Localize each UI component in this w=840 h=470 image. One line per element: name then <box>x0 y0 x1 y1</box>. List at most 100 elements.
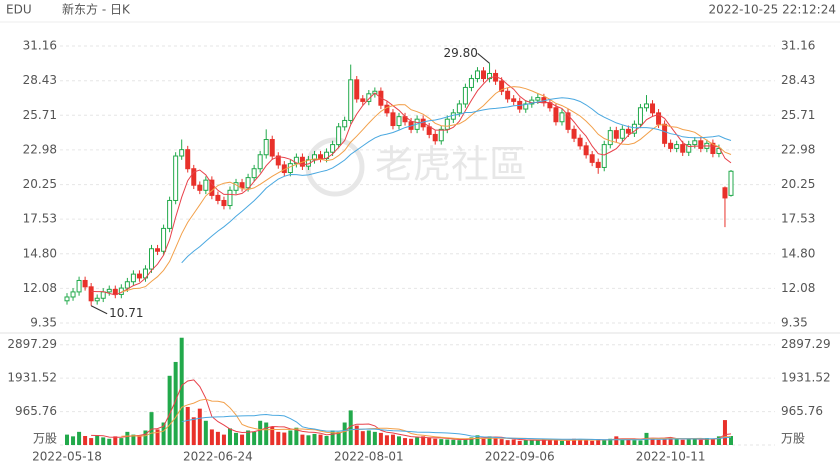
watermark: 老虎社區 <box>305 137 527 197</box>
candle-body <box>191 168 197 186</box>
moving-average <box>91 75 732 296</box>
volume-bar <box>662 438 667 445</box>
annotation-leader <box>477 52 490 64</box>
volume-bar <box>680 439 685 445</box>
candle-body <box>535 97 541 101</box>
volume-bar <box>729 436 733 445</box>
candle-body <box>643 103 649 109</box>
volume-bar <box>360 431 365 445</box>
volume-bar <box>372 431 377 445</box>
volume-bar <box>481 438 486 445</box>
volume-bar <box>475 435 480 445</box>
volume-bar <box>722 420 727 445</box>
volume-bar <box>439 439 444 445</box>
candle-body <box>656 112 662 125</box>
volume-bar <box>584 440 589 445</box>
y-tick-label-right: 12.08 <box>781 281 815 295</box>
volume-bar <box>89 438 94 445</box>
volume-bar <box>137 436 142 445</box>
candle-body <box>221 199 227 207</box>
candle-body <box>215 194 221 201</box>
volume-bar <box>686 439 691 445</box>
candle-body <box>523 103 529 110</box>
volume-bar <box>240 434 245 445</box>
candle-body <box>662 123 668 144</box>
candle-body <box>601 144 607 168</box>
candle-body <box>698 140 704 149</box>
candle-body <box>94 297 100 302</box>
candle-body <box>571 128 577 139</box>
y-tick-label-right: 25.71 <box>781 108 815 122</box>
y-tick-label-right: 17.53 <box>781 212 815 226</box>
candle-body <box>293 156 299 165</box>
candle-body <box>384 104 390 114</box>
volume-bar <box>65 434 69 445</box>
y-tick-label: 12.08 <box>23 281 57 295</box>
y-tick-label-right: 9.35 <box>781 316 808 330</box>
y2-tick-label-right: 万股 <box>781 432 805 446</box>
volume-bar <box>246 430 251 445</box>
candle-body <box>88 286 94 302</box>
annotation-label: 29.80 <box>444 46 478 60</box>
volume-bar <box>704 438 709 445</box>
y2-tick-label-right: 2897.29 <box>781 337 831 351</box>
volume-bar <box>692 438 697 445</box>
candle-body <box>438 128 444 142</box>
volume-bar <box>710 438 715 445</box>
y2-tick-label: 1931.52 <box>7 371 57 385</box>
candle-body <box>64 296 70 302</box>
volume-bar <box>716 436 721 445</box>
y-tick-label-right: 22.98 <box>781 142 815 156</box>
candle-body <box>269 139 275 157</box>
candle-body <box>227 189 233 207</box>
candle-body <box>82 279 88 288</box>
volume-bar <box>179 337 184 445</box>
candle-body <box>239 182 245 189</box>
volume-bar <box>215 431 220 445</box>
volume-bar <box>668 437 673 445</box>
volume-bar <box>131 434 136 445</box>
candle-body <box>390 112 396 127</box>
volume-bar <box>656 439 661 445</box>
y-tick-label: 9.35 <box>30 316 57 330</box>
candle-body <box>481 70 487 80</box>
candle-body <box>607 130 613 146</box>
volume-bar <box>71 436 76 445</box>
candle-body <box>263 139 269 156</box>
volume-bar <box>535 440 540 445</box>
candle-body <box>426 126 432 135</box>
candle-body <box>650 103 656 114</box>
volume-bar <box>397 436 401 445</box>
candle-body <box>70 291 76 298</box>
symbol: EDU <box>6 3 32 17</box>
volume-bar <box>149 412 154 445</box>
y-tick-label-right: 31.16 <box>781 39 815 53</box>
volume-bar <box>409 438 414 445</box>
volume-bar <box>451 439 456 445</box>
moving-average <box>121 86 732 293</box>
volume-bar <box>590 440 595 445</box>
candle-body <box>197 184 203 191</box>
volume-bar <box>197 408 202 445</box>
volume-bar <box>632 440 637 445</box>
volume-bar <box>384 435 389 445</box>
x-tick-label: 2022-06-24 <box>183 450 253 464</box>
moving-average <box>181 413 732 441</box>
candle-body <box>396 116 402 127</box>
volume-bar <box>294 427 299 445</box>
candle-body <box>106 288 112 293</box>
volume-bar <box>638 440 643 445</box>
candle-body <box>680 144 686 153</box>
candle-body <box>637 107 643 125</box>
candle-body <box>203 179 209 191</box>
volume-bar <box>336 431 341 445</box>
y-tick-label: 25.71 <box>23 108 57 122</box>
candle-body <box>432 133 438 142</box>
volume-bar <box>427 438 432 445</box>
candle-body <box>710 142 716 154</box>
candle-body <box>354 79 360 100</box>
y-tick-label: 14.80 <box>23 246 57 260</box>
volume-bar <box>101 437 106 445</box>
volume-bar <box>258 420 263 445</box>
